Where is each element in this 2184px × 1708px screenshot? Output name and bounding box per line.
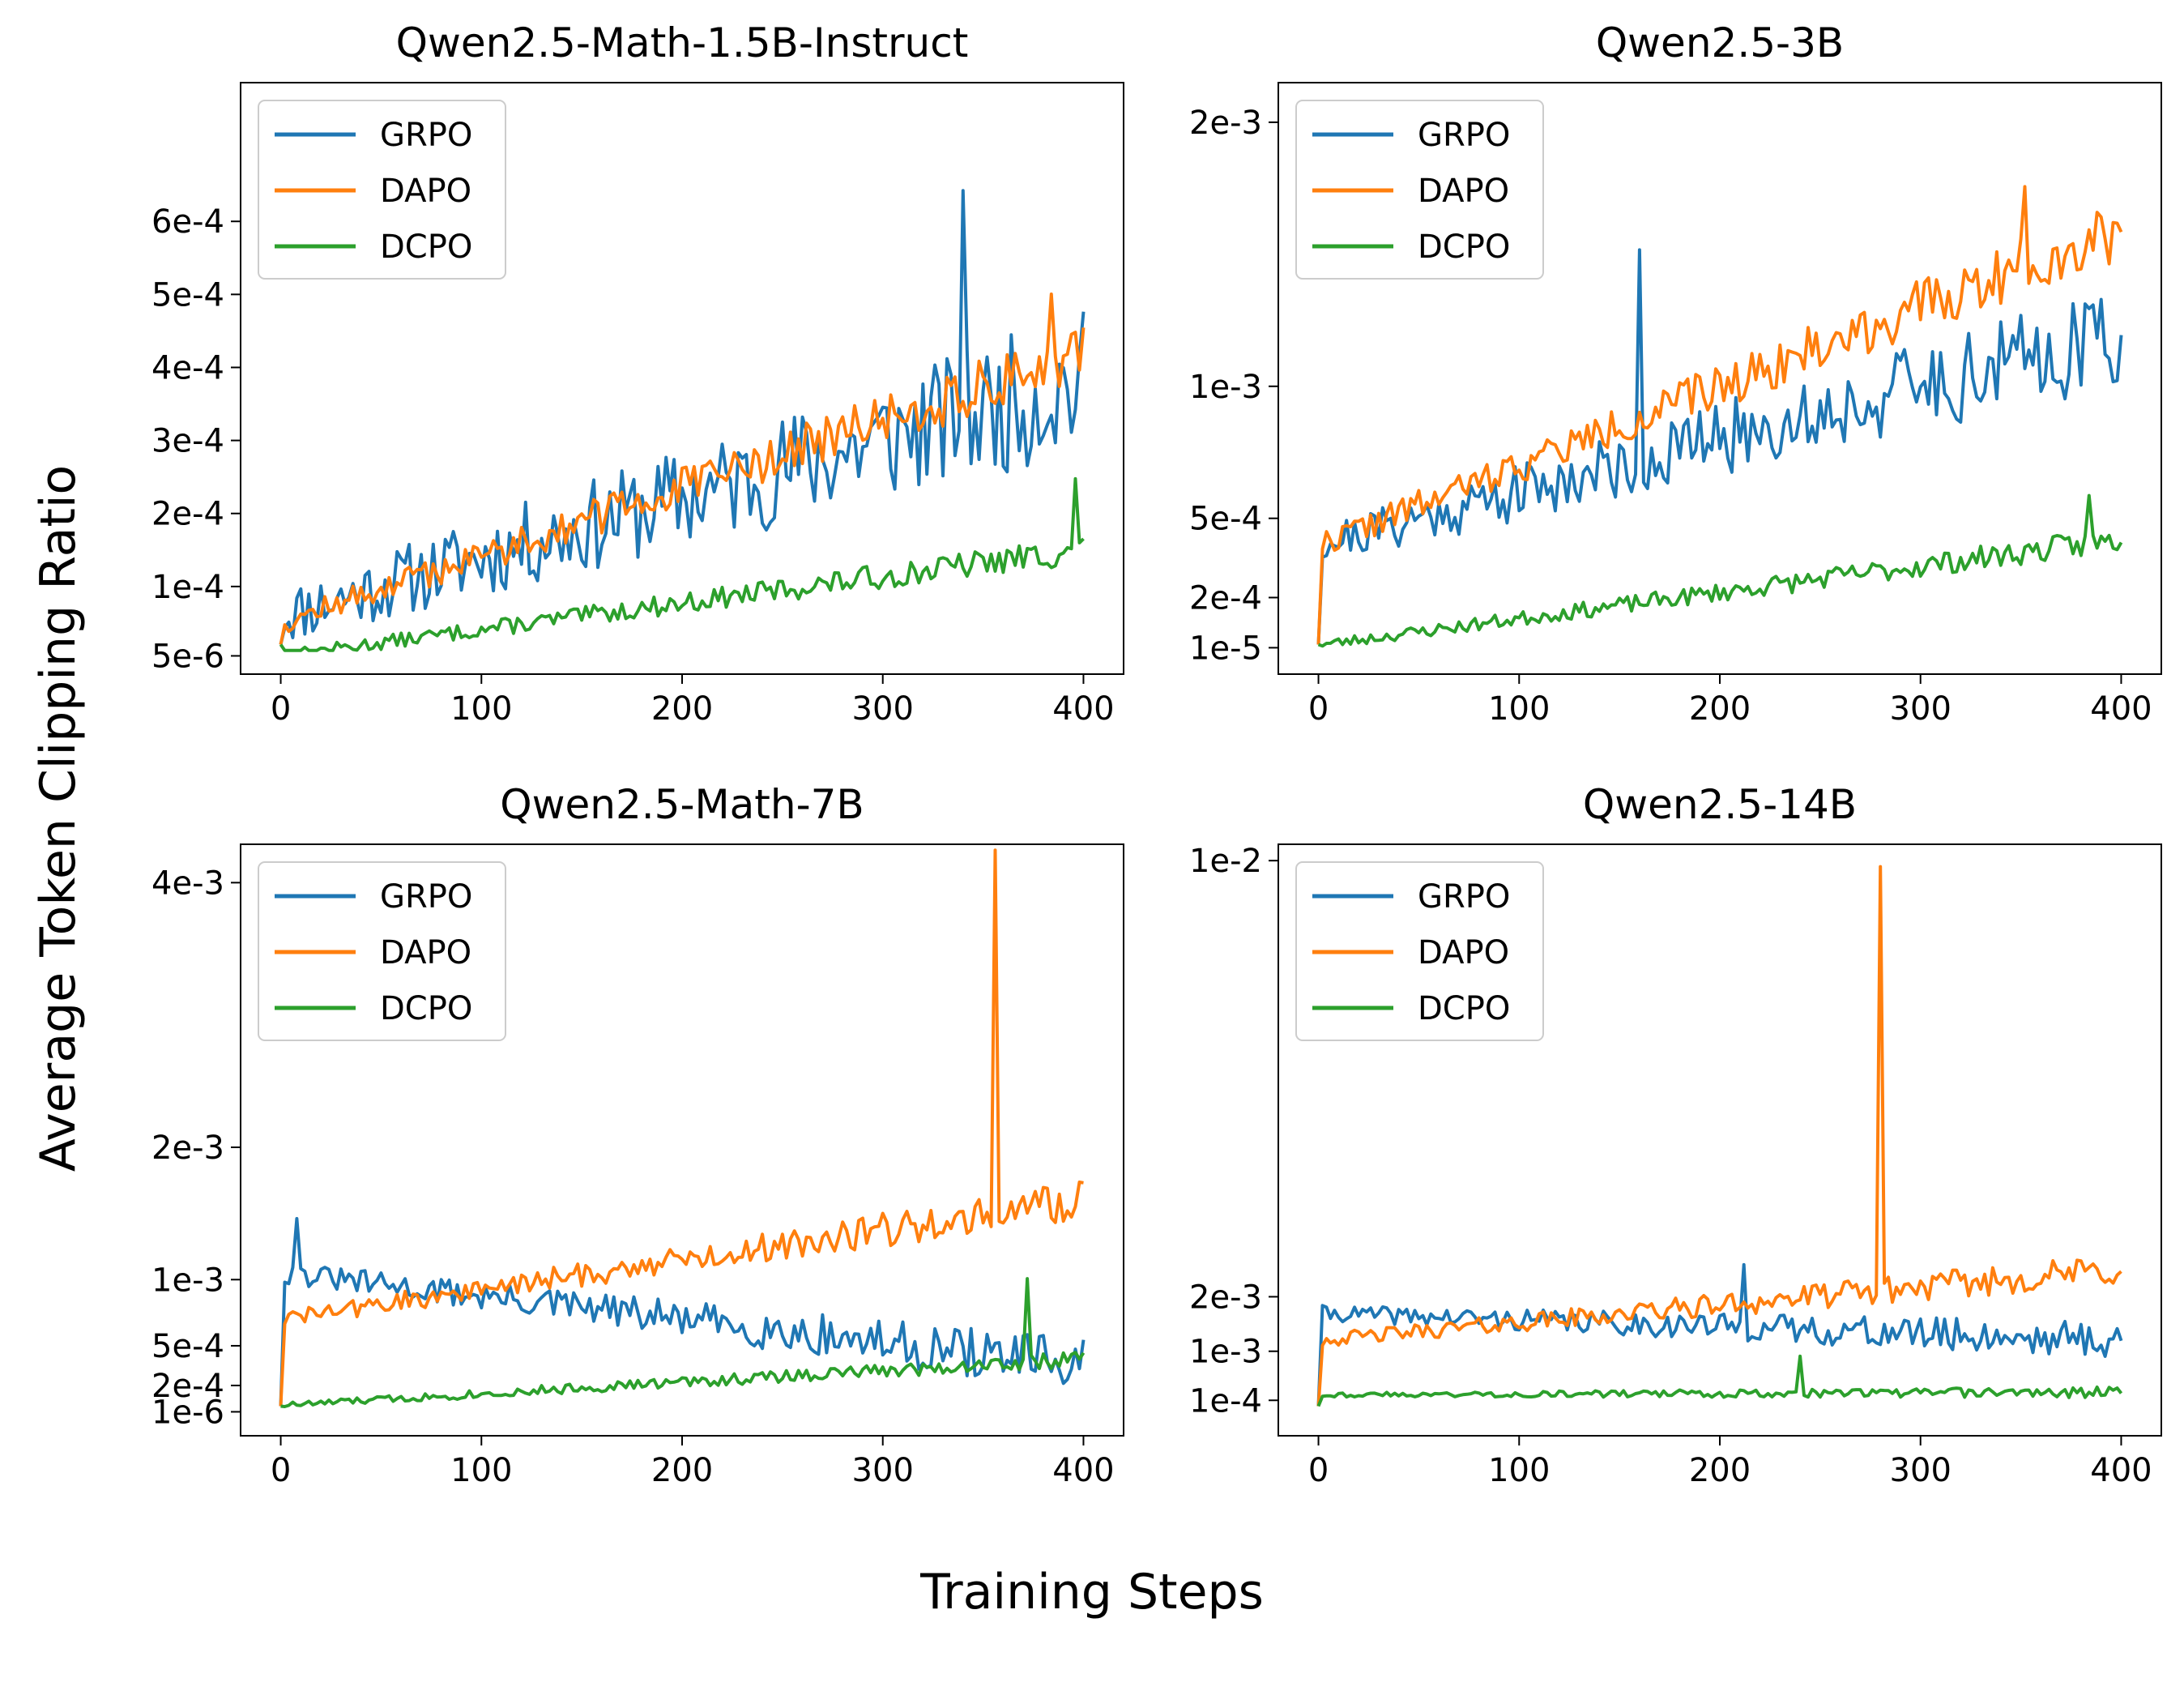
figure-ylabel: Average Token Clipping Ratio	[30, 465, 87, 1172]
series-line-dcpo	[1317, 493, 2123, 648]
x-tick-label: 300	[1890, 690, 1952, 728]
panel-title: Qwen2.5-Math-7B	[500, 781, 864, 828]
y-tick-label: 2e-4	[1189, 579, 1262, 617]
legend-label-grpo: GRPO	[1418, 878, 1510, 916]
legend-label-grpo: GRPO	[1418, 117, 1510, 154]
panel-qwen-math-7b: Qwen2.5-Math-7B 0 100 200 300 400 1e-62e-45e-…	[151, 781, 1124, 1489]
series-line-dcpo	[280, 1277, 1086, 1408]
legend-box	[1295, 861, 1544, 1041]
y-tick-label: 1e-3	[1189, 369, 1262, 406]
series-line-dapo	[1316, 865, 2122, 1407]
x-tick-label: 400	[2090, 1452, 2152, 1489]
x-tick-label: 0	[271, 1452, 291, 1489]
y-tick-label: 1e-3	[151, 1262, 224, 1299]
panel-title: Qwen2.5-Math-1.5B-Instruct	[396, 19, 969, 66]
y-tick-label: 2e-4	[151, 496, 224, 533]
legend-label-dcpo: DCPO	[1418, 990, 1510, 1027]
y-tick-label: 1e-6	[151, 1394, 224, 1431]
x-tick-label: 200	[1689, 690, 1751, 728]
y-tick-label: 4e-4	[151, 349, 224, 386]
x-tick-label: 200	[651, 690, 713, 728]
panel-title: Qwen2.5-14B	[1583, 781, 1857, 828]
x-tick-label: 0	[1308, 1452, 1329, 1489]
x-tick-label: 300	[1890, 1452, 1952, 1489]
y-tick-label: 1e-4	[151, 569, 224, 606]
panel-qwen-14b: Qwen2.5-14B 0 100 200 300 400 1e-4 1e-3 2e-3 1e-…	[1189, 781, 2162, 1489]
y-tick-label: 5e-6	[151, 638, 224, 675]
y-tick-label: 4e-3	[151, 865, 224, 902]
y-tick-label: 2e-3	[151, 1129, 224, 1167]
x-tick-label: 100	[1488, 1452, 1550, 1489]
series-line-dcpo	[279, 476, 1085, 652]
series-line-grpo	[279, 189, 1086, 645]
legend-label-grpo: GRPO	[380, 117, 472, 154]
y-tick-label: 2e-4	[151, 1368, 224, 1405]
x-tick-label: 200	[1689, 1452, 1751, 1489]
series-line-dapo	[1316, 185, 2123, 645]
plot-frame-top	[240, 82, 1124, 675]
x-tick-label: 400	[2090, 690, 2152, 728]
y-tick-label: 5e-4	[151, 276, 224, 314]
x-tick-label: 300	[852, 690, 914, 728]
figure-xlabel: Training Steps	[919, 1564, 1264, 1620]
x-tick-label: 100	[1488, 690, 1550, 728]
y-tick-label: 2e-3	[1189, 1279, 1262, 1316]
plot-frame-top	[1278, 82, 2162, 675]
series-line-dapo	[279, 292, 1086, 645]
x-tick-label: 0	[271, 690, 291, 728]
y-tick-label: 1e-2	[1189, 843, 1262, 880]
plot-frame-top	[240, 843, 1124, 1437]
legend-box	[258, 100, 506, 280]
legend-label-dapo: DAPO	[380, 934, 471, 971]
legend-label-dapo: DAPO	[1418, 173, 1509, 210]
panel-qwen-3b: Qwen2.5-3B 0 100 200 300 400 1e-5 2e-4 5e-4 1e-3…	[1189, 19, 2162, 728]
legend-label-dapo: DAPO	[380, 173, 471, 210]
y-tick-label: 5e-4	[1189, 501, 1262, 538]
legend-box	[1295, 100, 1544, 280]
legend-box	[258, 861, 506, 1041]
x-tick-label: 100	[450, 1452, 512, 1489]
plot-frame-top	[1278, 843, 2162, 1437]
x-tick-label: 300	[852, 1452, 914, 1489]
y-tick-label: 6e-4	[151, 203, 224, 241]
x-tick-label: 0	[1308, 690, 1329, 728]
legend-label-dcpo: DCPO	[1418, 228, 1510, 266]
y-tick-label: 3e-4	[151, 423, 224, 460]
panel-qwen-math-1-5b: Qwen2.5-Math-1.5B-Instruct 0 100 200 300 400…	[151, 19, 1124, 728]
series-line-grpo	[1316, 248, 2123, 645]
series-line-dapo	[279, 848, 1084, 1407]
legend-label-dapo: DAPO	[1418, 934, 1509, 971]
y-tick-label: 5e-4	[151, 1328, 224, 1365]
legend-label-grpo: GRPO	[380, 878, 472, 916]
x-tick-label: 400	[1052, 1452, 1114, 1489]
series-line-dcpo	[1316, 1354, 2123, 1407]
y-tick-label: 2e-3	[1189, 105, 1262, 142]
y-tick-label: 1e-4	[1189, 1382, 1262, 1420]
x-tick-label: 200	[651, 1452, 713, 1489]
legend-label-dcpo: DCPO	[380, 990, 472, 1027]
x-tick-label: 400	[1052, 690, 1114, 728]
y-tick-label: 1e-5	[1189, 630, 1262, 667]
legend-label-dcpo: DCPO	[380, 228, 472, 266]
x-tick-label: 100	[450, 690, 512, 728]
panel-title: Qwen2.5-3B	[1596, 19, 1844, 66]
y-tick-label: 1e-3	[1189, 1334, 1262, 1371]
